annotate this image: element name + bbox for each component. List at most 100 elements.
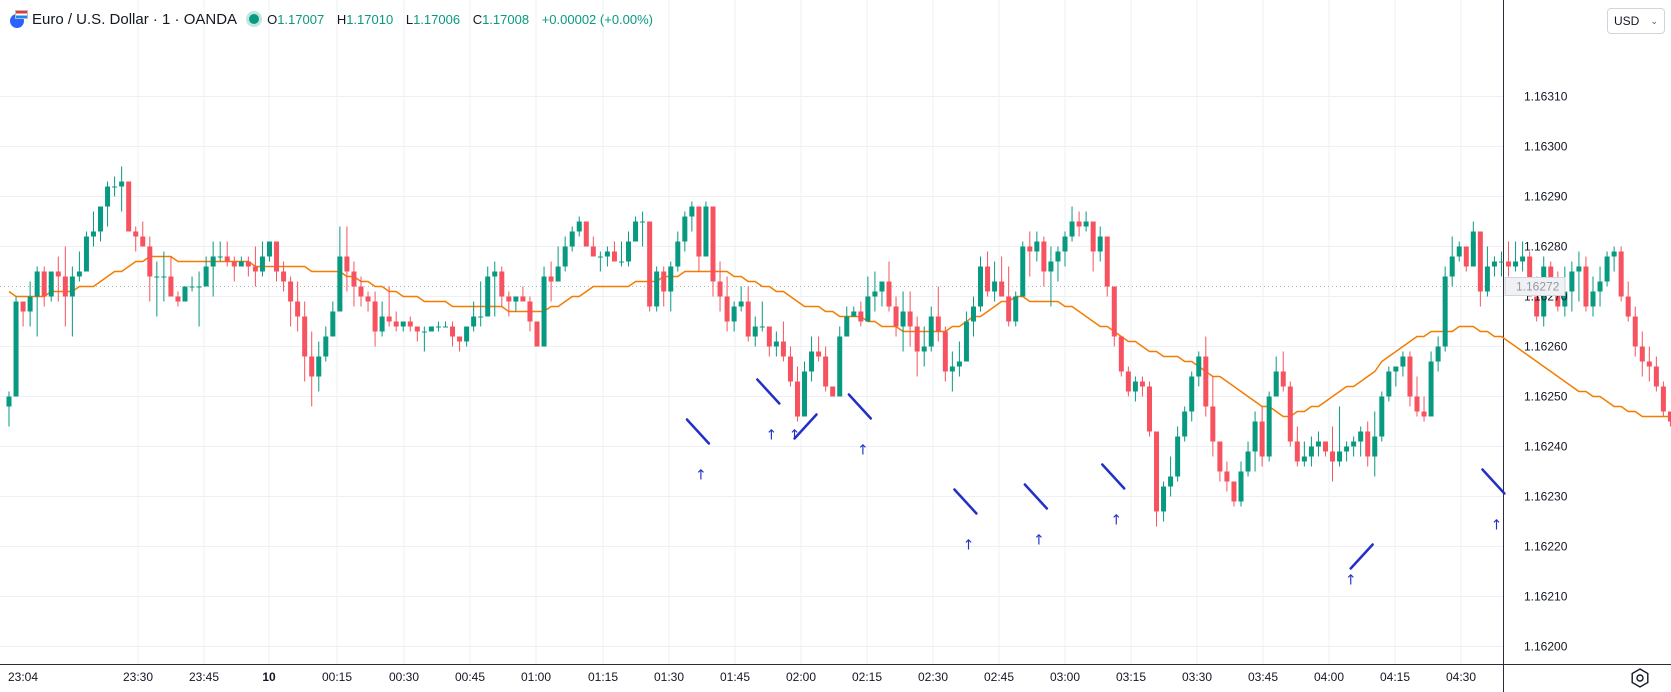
market-status-icon[interactable] — [249, 14, 260, 24]
candle-body — [633, 221, 639, 242]
candle-body — [175, 296, 181, 302]
annotation-line — [685, 418, 711, 445]
candle-body — [1231, 481, 1237, 502]
candle — [337, 226, 343, 312]
candle-body — [1379, 396, 1385, 437]
candle — [330, 301, 336, 337]
candle-body — [450, 326, 456, 337]
candle-body — [794, 381, 800, 417]
candle-body — [372, 301, 378, 332]
candle-body — [421, 331, 427, 333]
candle — [1182, 406, 1188, 442]
candle-body — [112, 186, 118, 188]
candle-body — [914, 326, 920, 352]
arrow-up-icon: ↑ — [695, 468, 707, 484]
annotation-line — [1481, 468, 1506, 495]
candle — [386, 286, 392, 327]
candle-body — [1273, 371, 1279, 397]
candle — [569, 226, 575, 252]
candle — [1125, 366, 1131, 397]
arrow-up-icon: ↑ — [1110, 513, 1122, 529]
price-axis[interactable]: 1.16200 1.16210 1.16220 1.16230 1.16240 1.162… — [1504, 90, 1568, 654]
candle — [1146, 381, 1152, 437]
candle — [787, 346, 793, 387]
candle-body — [872, 291, 878, 297]
symbol-title[interactable]: Euro / U.S. Dollar · 1 · OANDA — [32, 10, 238, 28]
arrow-up-icon: ↑ — [1033, 533, 1045, 549]
candle — [1132, 376, 1138, 402]
candle — [597, 251, 603, 272]
candle-body — [1435, 346, 1441, 362]
candle — [69, 266, 75, 337]
candle — [1653, 356, 1659, 392]
candle-body — [837, 336, 843, 397]
candle — [745, 286, 751, 342]
candle-body — [1006, 296, 1012, 322]
candle-body — [1548, 266, 1554, 287]
candle-body — [640, 221, 646, 223]
candle — [1154, 431, 1160, 527]
candle — [1393, 366, 1399, 387]
candle-body — [555, 266, 561, 282]
candle — [1294, 426, 1300, 467]
candle-body — [1294, 441, 1300, 462]
candle — [351, 261, 357, 307]
candle-body — [358, 286, 364, 297]
candle — [98, 206, 104, 242]
candle — [823, 346, 829, 392]
candle-body — [583, 221, 589, 247]
candle — [703, 201, 709, 257]
annotation-line — [1349, 543, 1374, 570]
candle-body — [231, 261, 237, 267]
candle-body — [506, 296, 512, 302]
candle — [1365, 421, 1371, 467]
currency-pair-logo-icon — [8, 10, 28, 28]
candle-body — [787, 356, 793, 382]
candle-body — [1259, 421, 1265, 457]
candle-body — [513, 296, 519, 302]
candle — [682, 211, 688, 252]
candle-body — [245, 261, 251, 267]
candle — [562, 236, 568, 272]
candle — [259, 241, 265, 277]
candle — [274, 241, 280, 282]
candle-body — [105, 186, 111, 207]
annotation-line — [847, 393, 873, 420]
candle-body — [907, 311, 913, 327]
candle-body — [844, 316, 850, 337]
candle-body — [1203, 356, 1209, 407]
candle-body — [217, 256, 223, 258]
gear-icon[interactable] — [1630, 668, 1650, 688]
currency-selector[interactable]: USD ⌄ — [1607, 8, 1665, 34]
time-axis[interactable]: 23:04 23:30 23:45 10 00:15 00:30 00:45 01:00 01:… — [8, 670, 1476, 684]
candle-body — [1386, 371, 1392, 397]
candle — [1231, 481, 1237, 507]
time-tick-label: 02:15 — [852, 670, 882, 684]
candle — [48, 271, 54, 302]
candle-body — [1653, 366, 1659, 387]
candle — [1463, 246, 1469, 272]
candle — [534, 321, 540, 347]
candle-body — [1400, 356, 1406, 367]
candle — [541, 266, 547, 347]
time-tick-label: 04:15 — [1380, 670, 1410, 684]
candle-body — [1118, 336, 1124, 372]
annotation-marker: ↑ — [1023, 483, 1049, 549]
annotation-line — [1023, 483, 1049, 510]
candle — [830, 386, 836, 397]
annotation-marker: ↑ — [1345, 543, 1374, 589]
time-tick-label: 00:15 — [322, 670, 352, 684]
candle — [1618, 246, 1624, 302]
candle — [379, 301, 385, 337]
candle-body — [1506, 261, 1512, 267]
moving-average-layer — [8, 255, 1671, 418]
candle-body — [823, 356, 829, 387]
open-label: O — [267, 11, 278, 27]
candle — [935, 286, 941, 342]
candle-body — [344, 256, 350, 272]
candle — [1491, 256, 1497, 277]
candle — [407, 316, 413, 332]
annotation-line — [1101, 463, 1126, 490]
candle — [1062, 231, 1068, 267]
